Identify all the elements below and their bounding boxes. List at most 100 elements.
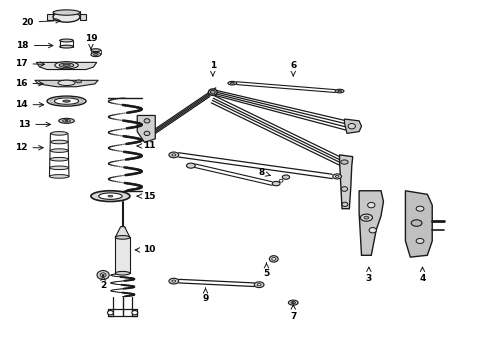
Ellipse shape xyxy=(91,191,130,202)
Text: 10: 10 xyxy=(135,246,155,255)
Text: 16: 16 xyxy=(15,79,43,88)
Polygon shape xyxy=(47,14,53,21)
Ellipse shape xyxy=(51,140,68,144)
Ellipse shape xyxy=(53,12,80,22)
Ellipse shape xyxy=(282,175,289,179)
Text: 19: 19 xyxy=(84,34,97,49)
Ellipse shape xyxy=(107,311,113,315)
Text: 7: 7 xyxy=(289,305,296,321)
Polygon shape xyxy=(80,14,86,21)
Ellipse shape xyxy=(50,157,68,161)
Ellipse shape xyxy=(51,132,67,135)
Ellipse shape xyxy=(337,90,341,92)
Ellipse shape xyxy=(58,80,75,86)
Ellipse shape xyxy=(227,81,236,85)
Ellipse shape xyxy=(55,62,78,69)
Text: 12: 12 xyxy=(15,143,43,152)
Text: 17: 17 xyxy=(15,59,44,68)
Ellipse shape xyxy=(50,166,68,170)
Polygon shape xyxy=(35,80,98,87)
Ellipse shape xyxy=(335,176,338,177)
Polygon shape xyxy=(358,191,383,255)
Ellipse shape xyxy=(269,256,278,262)
Polygon shape xyxy=(137,116,155,142)
Ellipse shape xyxy=(99,193,122,199)
Ellipse shape xyxy=(368,228,376,233)
Ellipse shape xyxy=(334,89,343,93)
Ellipse shape xyxy=(257,284,261,286)
Ellipse shape xyxy=(168,278,178,284)
Ellipse shape xyxy=(76,80,81,83)
Polygon shape xyxy=(115,237,130,273)
Ellipse shape xyxy=(341,186,347,191)
Ellipse shape xyxy=(186,163,195,168)
Text: 15: 15 xyxy=(137,192,155,201)
Ellipse shape xyxy=(63,64,70,66)
Ellipse shape xyxy=(360,214,372,221)
Ellipse shape xyxy=(54,98,79,104)
Ellipse shape xyxy=(53,10,80,15)
Ellipse shape xyxy=(108,195,113,197)
Ellipse shape xyxy=(367,202,374,208)
Ellipse shape xyxy=(230,82,234,84)
Ellipse shape xyxy=(415,206,423,211)
Ellipse shape xyxy=(60,39,73,42)
Ellipse shape xyxy=(168,152,178,158)
Ellipse shape xyxy=(171,280,175,282)
Ellipse shape xyxy=(102,274,104,276)
Text: 6: 6 xyxy=(289,61,296,76)
Ellipse shape xyxy=(97,271,109,279)
Ellipse shape xyxy=(208,89,217,95)
Ellipse shape xyxy=(410,220,421,226)
Polygon shape xyxy=(115,226,130,237)
Text: 13: 13 xyxy=(18,120,50,129)
Ellipse shape xyxy=(50,149,68,152)
Ellipse shape xyxy=(272,181,280,186)
Text: 5: 5 xyxy=(263,263,269,278)
Text: 2: 2 xyxy=(100,276,106,290)
Ellipse shape xyxy=(332,174,341,179)
Polygon shape xyxy=(344,119,361,134)
Ellipse shape xyxy=(290,302,295,304)
Ellipse shape xyxy=(171,154,175,156)
Text: 14: 14 xyxy=(15,100,43,109)
Ellipse shape xyxy=(47,96,86,106)
Ellipse shape xyxy=(415,238,423,243)
Ellipse shape xyxy=(65,120,68,121)
Ellipse shape xyxy=(63,100,70,102)
Ellipse shape xyxy=(288,300,298,305)
Ellipse shape xyxy=(292,302,294,303)
Ellipse shape xyxy=(115,271,130,275)
Text: 9: 9 xyxy=(202,288,208,303)
Ellipse shape xyxy=(93,54,98,55)
Ellipse shape xyxy=(59,63,74,67)
Ellipse shape xyxy=(279,179,283,182)
Polygon shape xyxy=(405,191,431,257)
Ellipse shape xyxy=(62,120,70,122)
Text: 8: 8 xyxy=(258,168,270,177)
Ellipse shape xyxy=(144,131,150,135)
Ellipse shape xyxy=(210,90,215,94)
Ellipse shape xyxy=(271,257,275,260)
Ellipse shape xyxy=(49,175,69,178)
Text: 4: 4 xyxy=(418,267,425,283)
Ellipse shape xyxy=(340,160,347,164)
Text: 18: 18 xyxy=(17,41,53,50)
Text: 11: 11 xyxy=(137,141,155,150)
Text: 1: 1 xyxy=(209,61,216,76)
Ellipse shape xyxy=(341,202,347,207)
Ellipse shape xyxy=(254,282,264,288)
Ellipse shape xyxy=(59,118,74,123)
Ellipse shape xyxy=(115,235,130,239)
Ellipse shape xyxy=(363,216,368,219)
Text: 20: 20 xyxy=(21,18,60,27)
Ellipse shape xyxy=(347,123,355,129)
Ellipse shape xyxy=(60,45,73,48)
Ellipse shape xyxy=(91,49,101,51)
Ellipse shape xyxy=(91,52,101,57)
Polygon shape xyxy=(339,155,352,209)
Polygon shape xyxy=(36,62,97,69)
Ellipse shape xyxy=(100,273,106,277)
Ellipse shape xyxy=(144,119,150,123)
Text: 3: 3 xyxy=(365,267,371,283)
